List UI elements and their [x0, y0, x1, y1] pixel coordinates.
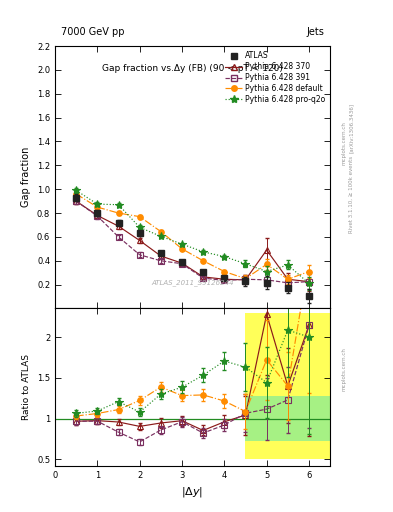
- Text: Jets: Jets: [307, 27, 325, 37]
- Text: [arXiv:1306.3436]: [arXiv:1306.3436]: [349, 103, 354, 153]
- Text: ATLAS_2011_S9126244: ATLAS_2011_S9126244: [151, 279, 234, 286]
- Y-axis label: Gap fraction: Gap fraction: [21, 147, 31, 207]
- Text: Rivet 3.1.10, ≥ 100k events: Rivet 3.1.10, ≥ 100k events: [349, 156, 354, 233]
- Text: mcplots.cern.ch: mcplots.cern.ch: [342, 347, 346, 391]
- Text: Gap fraction vs.Δy (FB) (90 < pT < 120): Gap fraction vs.Δy (FB) (90 < pT < 120): [102, 65, 283, 73]
- Text: 7000 GeV pp: 7000 GeV pp: [61, 27, 124, 37]
- X-axis label: $|\Delta y|$: $|\Delta y|$: [182, 485, 204, 499]
- Y-axis label: Ratio to ATLAS: Ratio to ATLAS: [22, 354, 31, 420]
- Text: mcplots.cern.ch: mcplots.cern.ch: [342, 121, 346, 165]
- Legend: ATLAS, Pythia 6.428 370, Pythia 6.428 391, Pythia 6.428 default, Pythia 6.428 pr: ATLAS, Pythia 6.428 370, Pythia 6.428 39…: [224, 50, 326, 105]
